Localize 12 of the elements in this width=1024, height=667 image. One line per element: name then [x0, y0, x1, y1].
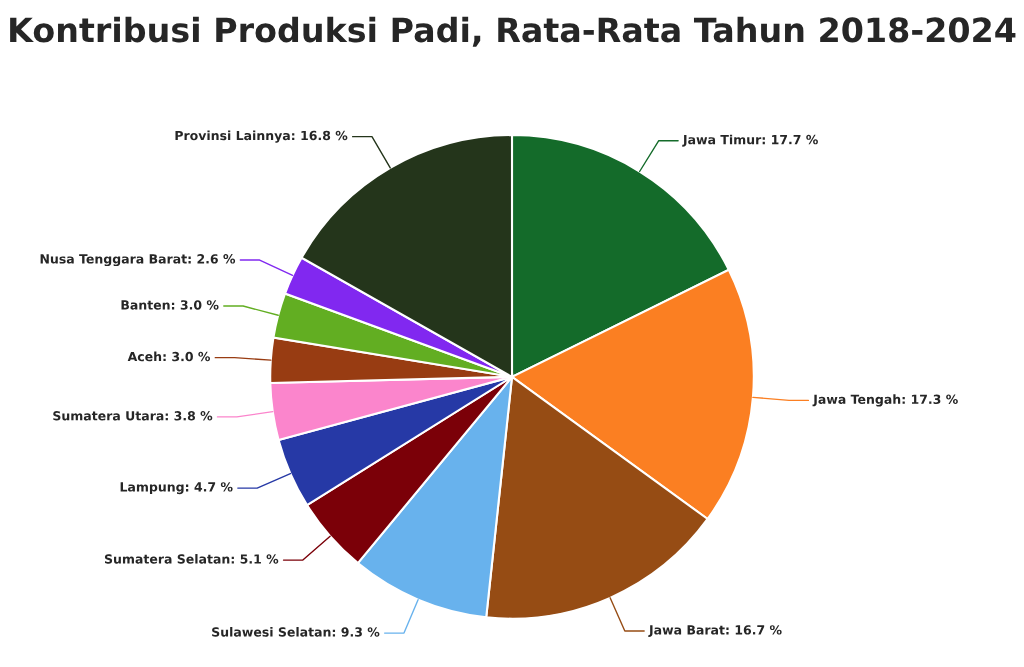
slice-label: Sumatera Selatan: 5.1 %	[104, 554, 279, 564]
slice-label: Aceh: 3.0 %	[127, 351, 211, 362]
slice-label: Jawa Tengah: 17.3 %	[812, 394, 958, 407]
slice-label: Sulawesi Selatan: 9.3 %	[212, 627, 380, 637]
slice-label: Nusa Tenggara Barat: 2.6 %	[40, 254, 236, 267]
chart-title: Kontribusi Produksi Padi, Rata-Rata Tahun 2018-2024	[10, 16, 1016, 47]
slice-label: Jawa Timur: 17.7 %	[682, 134, 818, 147]
slice-label: Banten: 3.0 %	[121, 300, 219, 310]
slice-label: Lampung: 4.7 %	[120, 482, 233, 495]
slice-label: Provinsi Lainnya: 16.8 %	[175, 130, 348, 143]
slice-label: Jawa Barat: 16.7 %	[648, 625, 782, 637]
slice-label: Sumatera Utara: 3.8 %	[53, 411, 213, 421]
